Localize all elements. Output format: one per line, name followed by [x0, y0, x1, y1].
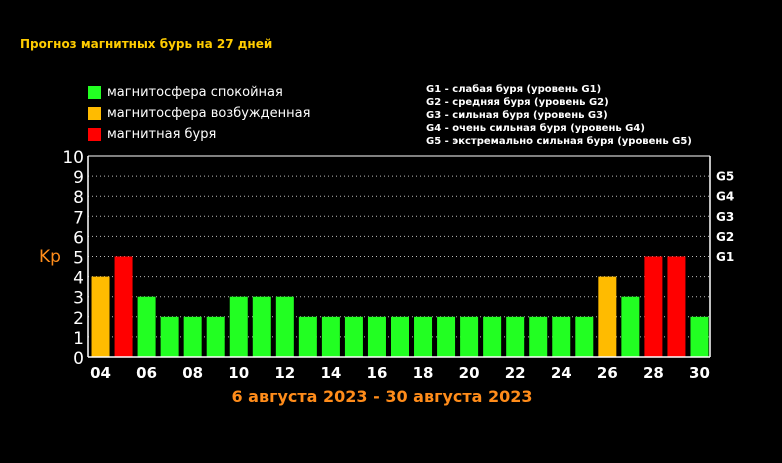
legend-label-quiet: магнитосфера спокойная [107, 85, 283, 100]
legend-item-storm: магнитная буря [88, 124, 310, 145]
y-tick-label: 2 [73, 309, 84, 329]
x-tick-label: 26 [597, 364, 618, 382]
y-tick-label: 9 [73, 168, 84, 188]
g-tick-label: G4 [716, 190, 734, 204]
y-tick-label: 8 [73, 188, 84, 208]
kp-bar [275, 296, 294, 357]
y-axis-label: Kp [39, 247, 61, 267]
x-tick-label: 24 [551, 364, 572, 382]
g-tick-label: G5 [716, 170, 734, 184]
y-tick-label: 3 [73, 289, 84, 309]
kp-bar [598, 276, 617, 357]
kp-bar [183, 316, 202, 357]
kp-bar [483, 316, 502, 357]
kp-bar [575, 316, 594, 357]
y-tick-label: 10 [62, 148, 84, 168]
y-tick-label: 7 [73, 208, 84, 228]
kp-bar [298, 316, 317, 357]
kp-bar [321, 316, 340, 357]
legend-label-storm: магнитная буря [107, 127, 217, 142]
y-tick-label: 4 [73, 269, 84, 289]
kp-bar [229, 296, 248, 357]
g-tick-label: G3 [716, 210, 734, 224]
kp-bar [667, 256, 686, 357]
g-level-4: G4 - очень сильная буря (уровень G4) [426, 123, 645, 134]
date-range: 6 августа 2023 - 30 августа 2023 [0, 387, 782, 406]
legend: магнитосфера спокойная магнитосфера возб… [88, 82, 310, 145]
x-tick-label: 18 [413, 364, 434, 382]
chart-title: Прогноз магнитных бурь на 27 дней [20, 37, 273, 51]
kp-bar [437, 316, 456, 357]
legend-label-active: магнитосфера возбужденная [107, 106, 311, 121]
kp-bar [552, 316, 571, 357]
kp-bar [690, 316, 709, 357]
kp-bar [414, 316, 433, 357]
kp-bar [252, 296, 271, 357]
kp-bar [91, 276, 110, 357]
x-tick-label: 14 [320, 364, 341, 382]
legend-item-active: магнитосфера возбужденная [88, 103, 310, 124]
kp-bar [206, 316, 225, 357]
date-range-text: 6 августа 2023 - 30 августа 2023 [231, 387, 533, 406]
g-level-2: G2 - средняя буря (уровень G2) [426, 97, 609, 108]
kp-bar [460, 316, 479, 357]
x-tick-label: 22 [505, 364, 526, 382]
kp-bar [344, 316, 363, 357]
kp-bar [529, 316, 548, 357]
x-tick-label: 06 [136, 364, 157, 382]
x-tick-label: 12 [274, 364, 295, 382]
kp-bar [621, 296, 640, 357]
kp-bar [506, 316, 525, 357]
kp-bar [391, 316, 409, 357]
y-tick-label: 0 [73, 349, 84, 369]
g-tick-label: G1 [716, 250, 734, 264]
x-tick-label: 08 [182, 364, 203, 382]
y-tick-label: 6 [73, 228, 84, 248]
legend-swatch-quiet [88, 86, 101, 99]
x-tick-label: 16 [367, 364, 388, 382]
legend-swatch-storm [88, 128, 101, 141]
kp-bar [644, 256, 663, 357]
g-level-legend: G1 - слабая буря (уровень G1) G2 - средн… [426, 83, 692, 148]
kp-bar [160, 316, 179, 357]
y-tick-label: 1 [73, 329, 84, 349]
legend-item-quiet: магнитосфера спокойная [88, 82, 310, 103]
g-tick-label: G2 [716, 230, 734, 244]
g-level-1: G1 - слабая буря (уровень G1) [426, 84, 602, 95]
x-tick-label: 28 [643, 364, 664, 382]
g-level-5: G5 - экстремально сильная буря (уровень … [426, 136, 692, 147]
legend-swatch-active [88, 107, 101, 120]
x-tick-label: 10 [228, 364, 249, 382]
x-tick-label: 04 [90, 364, 111, 382]
kp-bar [137, 296, 156, 357]
kp-bar [114, 256, 133, 357]
x-tick-label: 20 [459, 364, 480, 382]
kp-bar [367, 316, 386, 357]
y-tick-label: 5 [73, 249, 84, 269]
g-level-3: G3 - сильная буря (уровень G3) [426, 110, 608, 121]
x-tick-label: 30 [689, 364, 710, 382]
